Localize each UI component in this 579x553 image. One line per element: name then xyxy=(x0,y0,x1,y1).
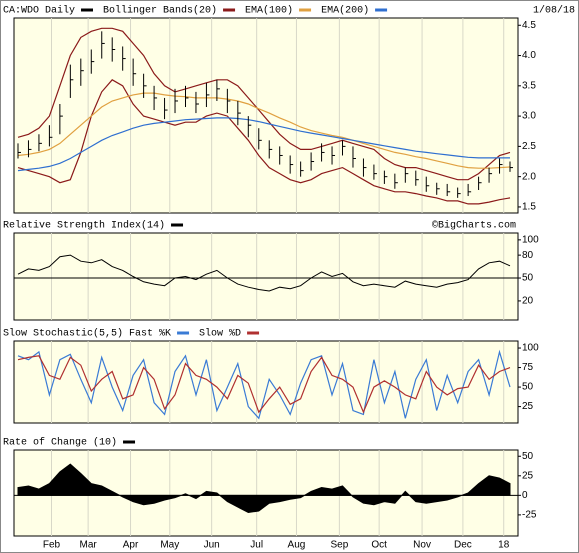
ema-line xyxy=(17,92,511,169)
date-label: 1/08/18 xyxy=(533,5,575,17)
x-tick-label: Nov xyxy=(413,540,431,551)
panel xyxy=(13,232,519,321)
y-tick-label: 50 xyxy=(522,382,534,393)
y-tick-label: 4.5 xyxy=(522,20,536,31)
y-tick-label: 0 xyxy=(522,490,528,501)
x-tick-label: Jul xyxy=(250,540,263,551)
credit: ©BigCharts.com xyxy=(432,220,516,232)
legend-label: EMA(100) xyxy=(245,5,293,17)
y-tick-label: 2.5 xyxy=(522,141,536,152)
y-tick-label: 1.5 xyxy=(522,202,536,213)
ema-line xyxy=(17,117,510,172)
x-tick-label: Oct xyxy=(371,540,387,551)
y-tick-label: 3.5 xyxy=(522,80,536,91)
x-tick-label: 18 xyxy=(498,540,510,551)
x-tick-label: Aug xyxy=(288,540,306,551)
band-upper xyxy=(17,27,511,181)
y-tick-label: 3.0 xyxy=(522,111,536,122)
y-tick-label: 100 xyxy=(522,235,539,246)
legend-label: Fast %K xyxy=(129,329,171,340)
chart-title: Relative Strength Index(14) xyxy=(3,220,165,232)
legend-label: Bollinger Bands(20) xyxy=(103,5,217,17)
x-tick-label: May xyxy=(160,540,179,551)
band-lower xyxy=(17,79,511,205)
y-tick-label: -25 xyxy=(522,510,537,521)
data-line xyxy=(17,355,511,414)
data-line xyxy=(17,254,511,292)
chart-title: Rate of Change (10) xyxy=(3,437,117,449)
area xyxy=(17,463,511,514)
x-tick-label: Feb xyxy=(43,540,61,551)
legend-label: EMA(200) xyxy=(321,5,369,17)
y-tick-label: 20 xyxy=(522,296,534,307)
panel xyxy=(13,17,519,214)
y-tick-label: 50 xyxy=(522,273,534,284)
x-tick-label: Mar xyxy=(80,540,98,551)
y-tick-label: 25 xyxy=(522,470,534,481)
data-line xyxy=(17,349,511,420)
y-tick-label: 80 xyxy=(522,250,534,261)
y-tick-label: 25 xyxy=(522,401,534,412)
y-tick-label: 2.0 xyxy=(522,171,536,182)
y-tick-label: 75 xyxy=(522,362,534,373)
x-tick-label: Sep xyxy=(330,540,348,551)
x-tick-label: Jun xyxy=(204,540,220,551)
y-tick-label: 4.0 xyxy=(522,50,536,61)
chart-title: CA:WDO Daily xyxy=(3,5,75,17)
x-tick-label: Dec xyxy=(454,540,472,551)
chart-title: Slow Stochastic(5,5) xyxy=(3,328,123,340)
y-tick-label: 100 xyxy=(522,343,539,354)
legend-label: Slow %D xyxy=(199,328,241,340)
x-tick-label: Apr xyxy=(123,540,139,551)
y-tick-label: 50 xyxy=(522,451,534,462)
panel xyxy=(13,340,519,424)
